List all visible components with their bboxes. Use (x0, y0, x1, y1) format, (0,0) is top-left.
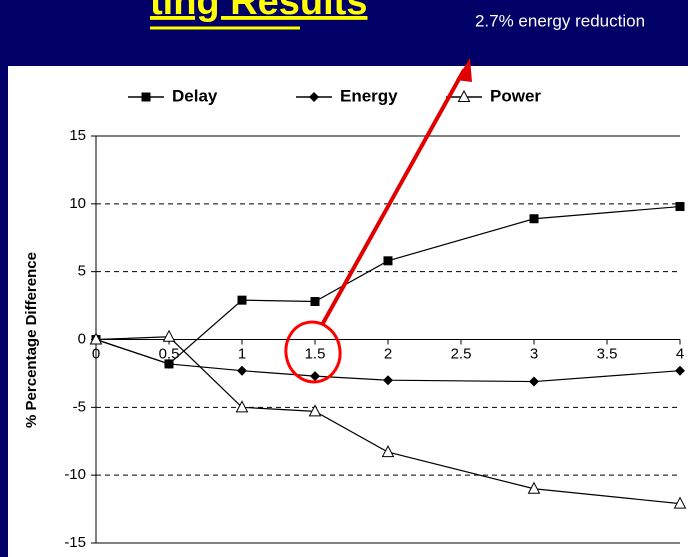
y-tick-label: -10 (64, 466, 86, 483)
x-tick-label: 3.5 (597, 345, 618, 362)
annotation: 2.7% energy reduction (475, 11, 645, 30)
y-tick-label: 10 (69, 195, 86, 212)
x-tick-label: 4 (676, 345, 684, 362)
marker (529, 214, 539, 224)
legend-label: Power (490, 86, 541, 105)
y-tick-label: 5 (78, 263, 86, 280)
marker (235, 400, 249, 413)
marker (308, 404, 322, 417)
marker (457, 89, 471, 102)
marker (675, 202, 685, 212)
legend-label: Delay (172, 86, 218, 105)
marker (310, 371, 320, 382)
marker (237, 295, 247, 305)
slide-title: ting Results (150, 0, 367, 23)
y-tick-label: -5 (73, 398, 86, 415)
x-tick-label: 0.5 (159, 345, 180, 362)
marker (162, 329, 176, 342)
y-tick-label: 15 (69, 127, 86, 144)
marker (383, 375, 393, 386)
highlight-circle (284, 320, 342, 384)
marker (383, 256, 393, 266)
chart-panel (8, 66, 688, 557)
marker (381, 445, 395, 458)
marker (673, 496, 687, 509)
y-axis-label: % Percentage Difference (23, 252, 40, 428)
x-tick-label: 2.5 (451, 345, 472, 362)
y-tick-label: -15 (64, 534, 86, 551)
legend-label: Energy (340, 86, 398, 105)
marker (237, 365, 247, 376)
marker (309, 92, 319, 102)
marker (141, 92, 151, 102)
marker (527, 481, 541, 494)
marker (675, 365, 685, 376)
x-tick-label: 1.5 (305, 345, 326, 362)
arrow-line (320, 69, 466, 326)
marker (310, 297, 320, 307)
x-tick-label: 0 (92, 345, 100, 362)
y-tick-label: 0 (78, 330, 86, 347)
marker (164, 358, 174, 369)
x-tick-label: 2 (384, 345, 392, 362)
marker (529, 376, 539, 387)
marker (89, 332, 103, 345)
x-tick-label: 1 (238, 345, 246, 362)
x-tick-label: 3 (530, 345, 538, 362)
arrow-head (456, 58, 472, 82)
